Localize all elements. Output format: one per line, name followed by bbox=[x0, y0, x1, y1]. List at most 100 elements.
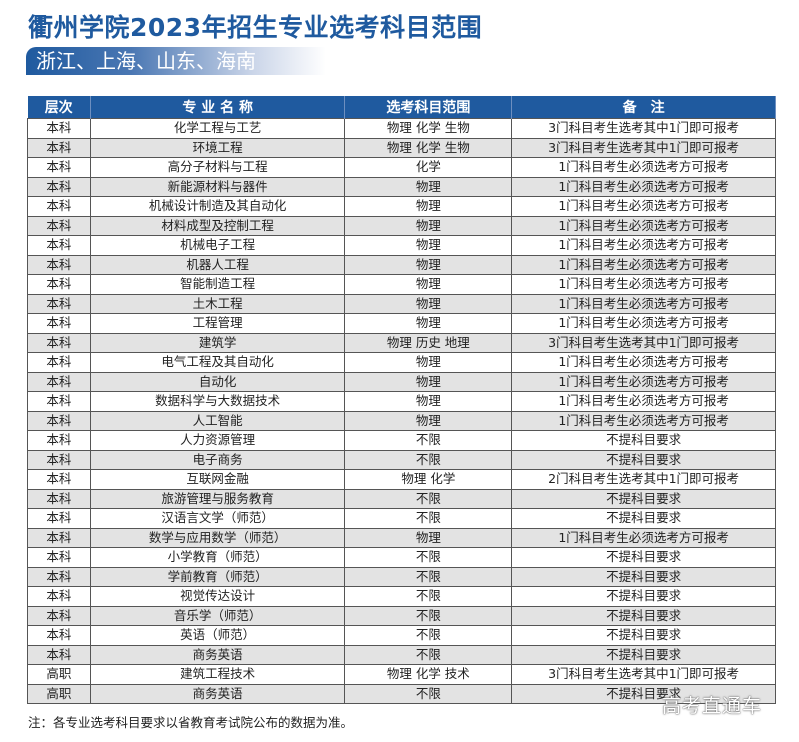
table-row: 本科 机械设计制造及其自动化 物理 1门科目考生必须选考方可报考 bbox=[27, 196, 776, 217]
remarks-cell: 1门科目考生必须选考方可报考 bbox=[511, 527, 776, 548]
major-cell: 小学教育（师范） bbox=[89, 547, 346, 568]
level-cell: 本科 bbox=[27, 547, 91, 568]
remarks-cell: 1门科目考生必须选考方可报考 bbox=[511, 274, 776, 295]
major-cell: 电气工程及其自动化 bbox=[89, 352, 346, 373]
level-cell: 本科 bbox=[27, 118, 91, 139]
table-row: 本科 土木工程 物理 1门科目考生必须选考方可报考 bbox=[27, 293, 776, 314]
table-row: 本科 机械电子工程 物理 1门科目考生必须选考方可报考 bbox=[27, 235, 776, 256]
header-level: 层次 bbox=[27, 96, 91, 119]
remarks-cell: 3门科目考生选考其中1门即可报考 bbox=[511, 332, 776, 353]
remarks-cell: 1门科目考生必须选考方可报考 bbox=[511, 235, 776, 256]
major-cell: 电子商务 bbox=[89, 449, 346, 470]
table-row: 本科 环境工程 物理 化学 生物 3门科目考生选考其中1门即可报考 bbox=[27, 137, 776, 158]
level-cell: 高职 bbox=[27, 664, 91, 685]
remarks-cell: 1门科目考生必须选考方可报考 bbox=[511, 391, 776, 412]
remarks-cell: 1门科目考生必须选考方可报考 bbox=[511, 371, 776, 392]
level-cell: 本科 bbox=[27, 527, 91, 548]
table-row: 本科 学前教育（师范） 不限 不提科目要求 bbox=[27, 566, 776, 587]
remarks-cell: 1门科目考生必须选考方可报考 bbox=[511, 410, 776, 431]
remarks-cell: 1门科目考生必须选考方可报考 bbox=[511, 254, 776, 275]
major-cell: 材料成型及控制工程 bbox=[89, 215, 346, 236]
subjects-cell: 不限 bbox=[344, 605, 513, 626]
subjects-cell: 物理 bbox=[344, 254, 513, 275]
major-cell: 建筑学 bbox=[89, 332, 346, 353]
table-row: 本科 人工智能 物理 1门科目考生必须选考方可报考 bbox=[27, 410, 776, 431]
subjects-cell: 物理 bbox=[344, 215, 513, 236]
table-row: 本科 数学与应用数学（师范） 物理 1门科目考生必须选考方可报考 bbox=[27, 527, 776, 548]
remarks-cell: 1门科目考生必须选考方可报考 bbox=[511, 176, 776, 197]
subjects-cell: 物理 bbox=[344, 527, 513, 548]
remarks-cell: 1门科目考生必须选考方可报考 bbox=[511, 313, 776, 334]
subjects-cell: 物理 化学 技术 bbox=[344, 664, 513, 685]
remarks-cell: 3门科目考生选考其中1门即可报考 bbox=[511, 664, 776, 685]
remarks-cell: 不提科目要求 bbox=[511, 683, 776, 704]
level-cell: 本科 bbox=[27, 371, 91, 392]
subjects-cell: 不限 bbox=[344, 586, 513, 607]
remarks-cell: 不提科目要求 bbox=[511, 547, 776, 568]
major-cell: 人力资源管理 bbox=[89, 430, 346, 451]
major-cell: 商务英语 bbox=[89, 644, 346, 665]
level-cell: 本科 bbox=[27, 566, 91, 587]
subjects-cell: 不限 bbox=[344, 449, 513, 470]
remarks-cell: 不提科目要求 bbox=[511, 605, 776, 626]
subjects-cell: 不限 bbox=[344, 683, 513, 704]
table-row: 本科 英语（师范） 不限 不提科目要求 bbox=[27, 625, 776, 646]
table-row: 本科 化学工程与工艺 物理 化学 生物 3门科目考生选考其中1门即可报考 bbox=[27, 118, 776, 139]
remarks-cell: 不提科目要求 bbox=[511, 449, 776, 470]
region-subtitle: 浙江、上海、山东、海南 bbox=[26, 47, 326, 75]
subjects-cell: 物理 bbox=[344, 176, 513, 197]
level-cell: 本科 bbox=[27, 605, 91, 626]
major-cell: 学前教育（师范） bbox=[89, 566, 346, 587]
subjects-cell: 物理 bbox=[344, 293, 513, 314]
header-major: 专 业 名 称 bbox=[90, 96, 346, 119]
table-row: 本科 材料成型及控制工程 物理 1门科目考生必须选考方可报考 bbox=[27, 215, 776, 236]
major-cell: 新能源材料与器件 bbox=[89, 176, 346, 197]
remarks-cell: 1门科目考生必须选考方可报考 bbox=[511, 215, 776, 236]
major-cell: 环境工程 bbox=[89, 137, 346, 158]
table-row: 本科 电子商务 不限 不提科目要求 bbox=[27, 449, 776, 470]
major-cell: 汉语言文学（师范） bbox=[89, 508, 346, 529]
level-cell: 本科 bbox=[27, 235, 91, 256]
table-row: 本科 数据科学与大数据技术 物理 1门科目考生必须选考方可报考 bbox=[27, 391, 776, 412]
level-cell: 本科 bbox=[27, 644, 91, 665]
table-row: 本科 汉语言文学（师范） 不限 不提科目要求 bbox=[27, 508, 776, 529]
subjects-cell: 不限 bbox=[344, 488, 513, 509]
table-row: 高职 商务英语 不限 不提科目要求 bbox=[27, 683, 776, 704]
subjects-cell: 物理 bbox=[344, 352, 513, 373]
subjects-cell: 物理 bbox=[344, 196, 513, 217]
major-cell: 视觉传达设计 bbox=[89, 586, 346, 607]
remarks-cell: 不提科目要求 bbox=[511, 644, 776, 665]
major-cell: 土木工程 bbox=[89, 293, 346, 314]
major-cell: 英语（师范） bbox=[89, 625, 346, 646]
major-cell: 建筑工程技术 bbox=[89, 664, 346, 685]
subjects-cell: 物理 历史 地理 bbox=[344, 332, 513, 353]
table-row: 本科 工程管理 物理 1门科目考生必须选考方可报考 bbox=[27, 313, 776, 334]
table-row: 本科 电气工程及其自动化 物理 1门科目考生必须选考方可报考 bbox=[27, 352, 776, 373]
major-cell: 智能制造工程 bbox=[89, 274, 346, 295]
major-cell: 商务英语 bbox=[89, 683, 346, 704]
table-row: 本科 小学教育（师范） 不限 不提科目要求 bbox=[27, 547, 776, 568]
level-cell: 本科 bbox=[27, 352, 91, 373]
subjects-cell: 不限 bbox=[344, 430, 513, 451]
major-cell: 机械设计制造及其自动化 bbox=[89, 196, 346, 217]
remarks-cell: 2门科目考生选考其中1门即可报考 bbox=[511, 469, 776, 490]
major-cell: 互联网金融 bbox=[89, 469, 346, 490]
major-cell: 旅游管理与服务教育 bbox=[89, 488, 346, 509]
table-row: 本科 自动化 物理 1门科目考生必须选考方可报考 bbox=[27, 371, 776, 392]
level-cell: 本科 bbox=[27, 430, 91, 451]
level-cell: 本科 bbox=[27, 254, 91, 275]
table-row: 本科 智能制造工程 物理 1门科目考生必须选考方可报考 bbox=[27, 274, 776, 295]
level-cell: 本科 bbox=[27, 332, 91, 353]
level-cell: 本科 bbox=[27, 488, 91, 509]
table-row: 本科 视觉传达设计 不限 不提科目要求 bbox=[27, 586, 776, 607]
level-cell: 本科 bbox=[27, 274, 91, 295]
level-cell: 本科 bbox=[27, 508, 91, 529]
subjects-cell: 不限 bbox=[344, 508, 513, 529]
remarks-cell: 1门科目考生必须选考方可报考 bbox=[511, 293, 776, 314]
remarks-cell: 不提科目要求 bbox=[511, 566, 776, 587]
remarks-cell: 不提科目要求 bbox=[511, 430, 776, 451]
subjects-cell: 物理 bbox=[344, 313, 513, 334]
subjects-cell: 物理 bbox=[344, 274, 513, 295]
header-remarks: 备 注 bbox=[511, 96, 776, 119]
level-cell: 本科 bbox=[27, 469, 91, 490]
